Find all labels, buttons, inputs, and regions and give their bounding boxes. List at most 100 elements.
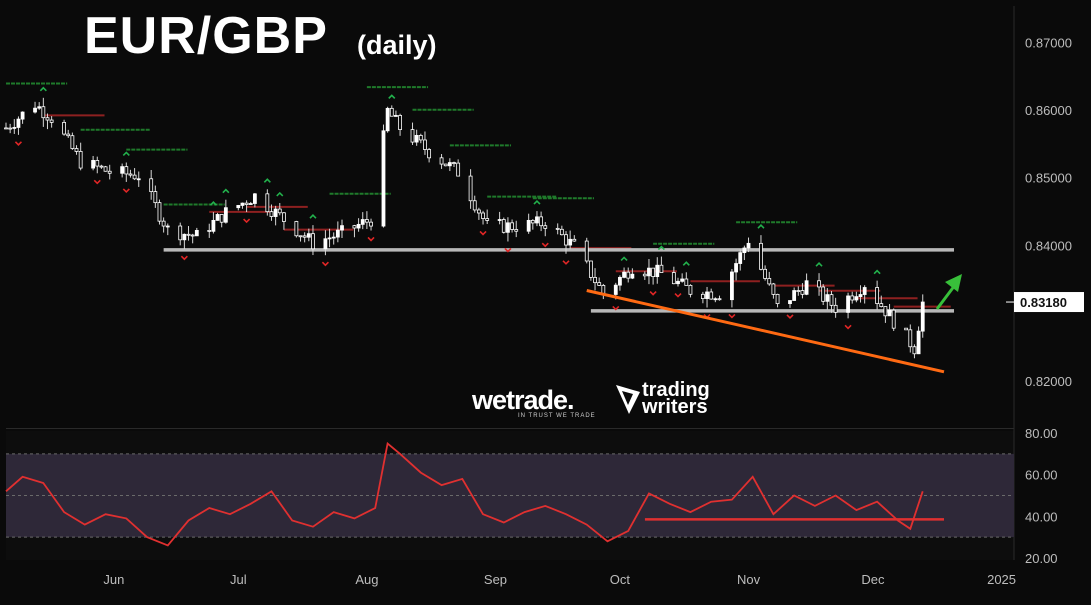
candle-up bbox=[568, 238, 573, 246]
fractal-up-marker bbox=[39, 86, 47, 92]
candle-down bbox=[817, 280, 821, 288]
candle-down bbox=[8, 127, 13, 130]
candle-up bbox=[792, 290, 797, 301]
fractal-up-marker bbox=[263, 178, 271, 183]
rsi-axis-tick-label: 80.00 bbox=[1025, 426, 1058, 441]
fractal-up-marker bbox=[276, 191, 284, 197]
candle-down bbox=[485, 218, 490, 221]
tradingwriters-logo: trading writers bbox=[642, 379, 710, 417]
candle-down bbox=[709, 291, 714, 300]
candle-down bbox=[132, 174, 137, 180]
candle-down bbox=[912, 346, 917, 355]
candle-up bbox=[713, 298, 718, 301]
candle-down bbox=[186, 233, 191, 236]
candle-up bbox=[630, 273, 635, 279]
candle-up bbox=[854, 296, 859, 301]
candle-up bbox=[306, 233, 311, 238]
candle-down bbox=[103, 166, 108, 172]
candle-down bbox=[800, 290, 805, 295]
candle-up bbox=[381, 130, 386, 227]
candle-up bbox=[327, 237, 332, 240]
candle-up bbox=[20, 111, 25, 120]
candle-up bbox=[846, 295, 850, 313]
descending-trendline bbox=[586, 289, 945, 374]
candle-down bbox=[157, 202, 162, 222]
fractal-down-marker bbox=[612, 305, 620, 311]
fractal-up-marker bbox=[657, 245, 665, 251]
fractal-down-marker bbox=[122, 188, 130, 194]
candle-up bbox=[613, 284, 618, 295]
candle-up bbox=[506, 222, 510, 233]
candle-down bbox=[688, 284, 693, 295]
time-axis-tick-label: Jul bbox=[230, 572, 247, 587]
candle-down bbox=[427, 149, 432, 159]
time-axis-tick-label: Aug bbox=[355, 572, 378, 587]
candle-down bbox=[298, 235, 303, 238]
candle-down bbox=[904, 327, 909, 331]
price-axis-tick-label: 0.84000 bbox=[1025, 238, 1072, 253]
candle-down bbox=[879, 303, 884, 307]
candle-up bbox=[730, 271, 734, 301]
candle-down bbox=[700, 293, 705, 299]
candle-down bbox=[588, 260, 593, 278]
candle-down bbox=[651, 267, 656, 278]
candle-down bbox=[45, 117, 50, 121]
bullish-arrow-shaft bbox=[935, 284, 957, 310]
chart-subtitle: (daily) bbox=[357, 30, 437, 60]
wetrade-logo: wetrade. bbox=[472, 385, 575, 415]
candle-up bbox=[215, 214, 220, 221]
candle-down bbox=[671, 272, 676, 285]
candle-down bbox=[908, 329, 913, 348]
candle-down bbox=[277, 208, 282, 214]
candle-down bbox=[418, 135, 423, 141]
candle-down bbox=[891, 309, 896, 329]
candle-down bbox=[443, 163, 448, 167]
candle-up bbox=[788, 300, 792, 305]
price-axis-tick-label: 0.86000 bbox=[1025, 103, 1072, 118]
candle-down bbox=[767, 278, 772, 285]
time-axis-tick-label: 2025 bbox=[987, 572, 1016, 587]
fractal-down-marker bbox=[504, 247, 512, 253]
candle-up bbox=[447, 162, 452, 167]
fractal-down-marker bbox=[367, 236, 375, 242]
candle-down bbox=[626, 271, 631, 279]
tradingwriters-line1: trading bbox=[642, 379, 710, 401]
candle-up bbox=[742, 247, 747, 254]
candle-up bbox=[647, 267, 651, 277]
candle-down bbox=[510, 222, 514, 230]
candle-up bbox=[916, 330, 921, 355]
candle-up bbox=[676, 280, 680, 285]
tradingwriters-mark-icon bbox=[616, 385, 640, 414]
price-axis-tick-label: 0.85000 bbox=[1025, 171, 1072, 186]
price-panel bbox=[6, 6, 1014, 426]
candle-down bbox=[389, 107, 394, 117]
candle-up bbox=[535, 216, 539, 224]
candle-down bbox=[514, 229, 519, 232]
candle-up bbox=[356, 223, 361, 229]
fractal-down-marker bbox=[93, 179, 101, 185]
candle-down bbox=[564, 234, 568, 246]
time-axis-tick-label: Oct bbox=[610, 572, 631, 587]
candle-up bbox=[858, 294, 863, 298]
fractal-up-marker bbox=[209, 201, 217, 206]
time-axis-tick-label: Sep bbox=[484, 572, 507, 587]
candle-up bbox=[33, 107, 37, 113]
candle-down bbox=[501, 219, 506, 233]
price-axis-tick-label: 0.87000 bbox=[1025, 35, 1072, 50]
candle-up bbox=[385, 107, 390, 132]
candle-down bbox=[759, 242, 763, 270]
candle-down bbox=[850, 295, 855, 301]
candle-down bbox=[775, 293, 780, 305]
candle-up bbox=[91, 160, 96, 169]
fractal-up-marker bbox=[682, 261, 690, 266]
candle-down bbox=[4, 127, 8, 130]
fractal-down-marker bbox=[479, 230, 487, 236]
candle-up bbox=[223, 207, 228, 223]
time-axis-tick-label: Jun bbox=[103, 572, 124, 587]
candle-down bbox=[642, 273, 647, 277]
candle-up bbox=[194, 230, 199, 237]
candle-down bbox=[555, 227, 560, 230]
fractal-up-marker bbox=[873, 269, 881, 275]
candle-up bbox=[394, 115, 398, 117]
